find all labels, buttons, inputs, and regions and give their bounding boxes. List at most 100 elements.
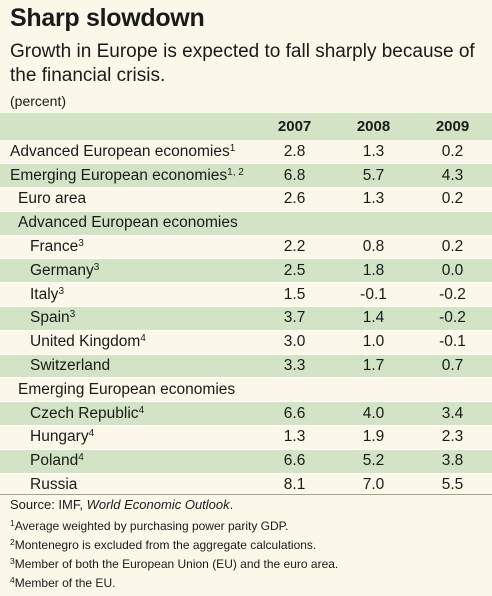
footnote-marker: 4 [140, 333, 146, 345]
header-year-2007: 2007 [277, 118, 312, 135]
footnotes: 1Average weighted by purchasing power pa… [10, 517, 488, 593]
table-row: France3 2.2 0.8 0.2 [0, 234, 492, 259]
value-cell-2007: 2.2 [255, 234, 335, 259]
footnote-text: Montenegro is excluded from the aggregat… [14, 538, 317, 552]
footnote: 4Member of the EU. [10, 574, 488, 593]
row-label: Spain3 [0, 306, 256, 331]
row-label: Advanced European economies [0, 210, 256, 236]
growth-table: 2007 2008 2009 Advanced European economi… [0, 113, 492, 497]
row-label: Poland4 [0, 448, 256, 474]
table-row: Spain3 3.7 1.4 -0.2 [0, 306, 492, 331]
table-body: Advanced European economies1 2.8 1.3 0.2 Eme… [0, 140, 492, 497]
row-label: Switzerland [0, 353, 256, 378]
footnote-marker: 3 [93, 261, 100, 273]
footnote-marker: 3 [78, 238, 84, 250]
footnote: 2Montenegro is excluded from the aggrega… [10, 536, 488, 555]
row-label: United Kingdom4 [0, 329, 256, 355]
footnote-marker: 4 [138, 404, 145, 416]
footnote-number: 4 [10, 575, 15, 585]
footnote: 3Member of both the European Union (EU) … [10, 555, 488, 574]
row-label-text: Poland [30, 452, 79, 470]
value-cell-2009: -0.1 [413, 329, 492, 355]
source-line: Source: IMF, World Economic Outlook. [10, 497, 488, 512]
value-cell-2009: 0.2 [441, 142, 464, 160]
value-cell-2009: 3.8 [413, 448, 492, 474]
footnote-marker: 4 [78, 452, 84, 464]
notes-block: Source: IMF, World Economic Outlook. 1Av… [10, 497, 488, 593]
header-year-2008: 2008 [356, 118, 391, 135]
value-cell-2008: 4.0 [334, 401, 414, 426]
table-row: Emerging European economies1, 2 6.8 5.7 4.3 [0, 163, 492, 188]
chart-title: Sharp slowdown [10, 4, 205, 32]
row-label: Advanced European economies1 [0, 140, 255, 164]
footnote-marker: 1 [229, 142, 236, 154]
unit-label: (percent) [10, 93, 67, 109]
row-label: Hungary4 [0, 425, 256, 450]
footnote-number: 2 [10, 537, 15, 547]
row-label: Italy3 [0, 282, 256, 307]
source-suffix: . [229, 497, 234, 512]
value-cell-2009: 3.4 [413, 401, 492, 426]
footnote-marker: 3 [58, 285, 64, 297]
value-cell-2009: 4.3 [413, 163, 492, 188]
value-cell-2009 [413, 210, 492, 236]
value-cell-2007 [255, 210, 335, 236]
value-cell-2008: 1.7 [334, 353, 414, 378]
header-label-cell [0, 113, 255, 140]
header-year-2009: 2009 [435, 118, 470, 135]
source-publication: World Economic Outlook [86, 497, 230, 512]
value-cell-2007: 2.8 [283, 142, 306, 160]
row-label-text: Advanced European economies [18, 214, 238, 232]
row-label-text: Euro area [18, 190, 87, 208]
value-cell-2009: 0.0 [413, 258, 492, 283]
value-cell-2009: -0.2 [413, 306, 492, 331]
row-label: France3 [0, 234, 256, 259]
row-label-text: Germany [30, 261, 94, 279]
value-cell-2009: 5.5 [413, 472, 492, 497]
value-cell-2007: 3.7 [255, 306, 335, 331]
value-cell-2007: 1.5 [255, 282, 335, 307]
row-label: Emerging European economies1, 2 [0, 163, 256, 188]
row-label: Emerging European economies [0, 377, 256, 402]
row-label: Germany3 [0, 258, 256, 283]
row-label-text: Russia [30, 476, 78, 494]
table-row: Emerging European economies [0, 377, 492, 402]
footnote-number: 3 [10, 556, 15, 566]
table-row: Advanced European economies1 2.8 1.3 0.2 [0, 140, 492, 164]
value-cell-2008: 0.8 [334, 234, 414, 259]
value-cell-2008: 1.9 [334, 425, 414, 450]
value-cell-2008 [334, 377, 414, 402]
value-cell-2008: 1.3 [362, 142, 385, 160]
value-cell-2007: 6.6 [255, 448, 335, 474]
row-label-text: United Kingdom [30, 333, 141, 351]
row-label-text: Advanced European economies [10, 142, 230, 160]
footnote-number: 1 [10, 518, 15, 528]
value-cell-2008: 1.0 [334, 329, 414, 355]
row-label-text: Emerging European economies [10, 166, 228, 184]
header-row: 2007 2008 2009 [0, 113, 492, 140]
value-cell-2009: -0.2 [413, 282, 492, 307]
value-cell-2007: 6.8 [255, 163, 335, 188]
table-row: Euro area 2.6 1.3 0.2 [0, 187, 492, 212]
value-cell-2008: 1.8 [334, 258, 414, 283]
row-label-text: Spain [30, 309, 70, 327]
value-cell-2009: 2.3 [413, 425, 492, 450]
value-cell-2009: 0.7 [413, 353, 492, 378]
row-label-text: Italy [30, 285, 59, 303]
value-cell-2008: -0.1 [334, 282, 414, 307]
footnote-marker: 4 [88, 428, 95, 440]
row-label: Czech Republic4 [0, 401, 256, 426]
footnote: 1Average weighted by purchasing power pa… [10, 517, 488, 536]
row-label: Russia [0, 472, 256, 497]
value-cell-2007 [255, 377, 335, 402]
row-label-text: France [30, 238, 79, 256]
row-label-text: Hungary [30, 428, 89, 446]
chart-subtitle: Growth in Europe is expected to fall sha… [10, 41, 475, 86]
row-label: Euro area [0, 187, 256, 212]
table-row: Hungary4 1.3 1.9 2.3 [0, 425, 492, 450]
value-cell-2008: 1.4 [334, 306, 414, 331]
value-cell-2007: 1.3 [255, 425, 335, 450]
footnote-marker: 3 [69, 309, 76, 321]
footer-divider [0, 494, 492, 495]
